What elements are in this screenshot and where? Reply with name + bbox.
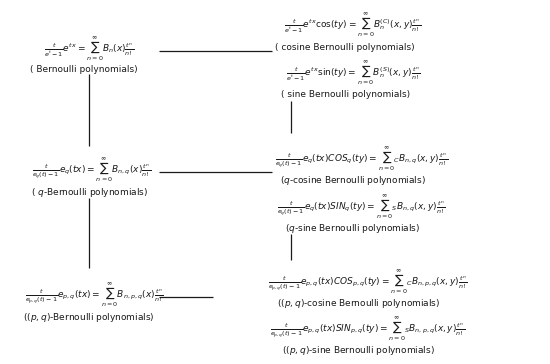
Text: ($(p,q)$-Bernoulli polynomials): ($(p,q)$-Bernoulli polynomials): [23, 311, 155, 324]
Text: ( $q$-Bernoulli polynomials): ( $q$-Bernoulli polynomials): [31, 186, 147, 199]
Text: $\frac{t}{e_{p,q}(t)-1}e_{p,q}(tx)COS_{p,q}(ty) = \sum_{n=0}^{\infty} {}_{C}B_{n: $\frac{t}{e_{p,q}(t)-1}e_{p,q}(tx)COS_{p…: [268, 268, 468, 296]
Text: $\frac{t}{e_{p,q}(t)-1}e_{p,q}(tx)SIN_{p,q}(ty) = \sum_{n=0}^{\infty} {}_{S}B_{n: $\frac{t}{e_{p,q}(t)-1}e_{p,q}(tx)SIN_{p…: [270, 314, 465, 343]
Text: $\frac{t}{e^{t}-1}e^{tx} = \sum_{n=0}^{\infty} B_{n}(x)\frac{t^{n}}{n!}$: $\frac{t}{e^{t}-1}e^{tx} = \sum_{n=0}^{\…: [44, 34, 134, 63]
Text: ( cosine Bernoulli polynomials): ( cosine Bernoulli polynomials): [275, 43, 415, 52]
Text: $\frac{t}{e_{q}(t)-1}e_{q}(tx) = \sum_{n=0}^{\infty} B_{n,q}(x)\frac{t^{n}}{n!}$: $\frac{t}{e_{q}(t)-1}e_{q}(tx) = \sum_{n…: [32, 155, 151, 184]
Text: $\frac{t}{e_{q}(t)-1}e_{q}(tx)COS_{q}(ty) = \sum_{n=0}^{\infty} {}_{C}B_{n,q}(x,: $\frac{t}{e_{q}(t)-1}e_{q}(tx)COS_{q}(ty…: [274, 145, 448, 173]
Text: $((p,q)$-sine Bernoulli polynomials): $((p,q)$-sine Bernoulli polynomials): [282, 344, 435, 357]
Text: $\frac{t}{e_{q}(t)-1}e_{q}(tx)SIN_{q}(ty) = \sum_{n=0}^{\infty} {}_{S}B_{n,q}(x,: $\frac{t}{e_{q}(t)-1}e_{q}(tx)SIN_{q}(ty…: [277, 192, 446, 221]
Text: ($q$-cosine Bernoulli polynomials): ($q$-cosine Bernoulli polynomials): [280, 174, 426, 187]
Text: ( sine Bernoulli polynomials): ( sine Bernoulli polynomials): [280, 90, 410, 99]
Text: ($q$-sine Bernoulli polynomials): ($q$-sine Bernoulli polynomials): [285, 222, 421, 235]
Text: $((p,q)$-cosine Bernoulli polynomials): $((p,q)$-cosine Bernoulli polynomials): [277, 297, 440, 310]
Text: $\frac{t}{e_{p,q}(t)-1}e_{p,q}(tx) = \sum_{n=0}^{\infty} B_{n,p,q}(x)\frac{t^{n}: $\frac{t}{e_{p,q}(t)-1}e_{p,q}(tx) = \su…: [25, 280, 164, 309]
Text: ( Bernoulli polynomials): ( Bernoulli polynomials): [30, 65, 138, 74]
Text: $\frac{t}{e^{t}-1}e^{tx}\cos(ty) = \sum_{n=0}^{\infty} B_{n}^{(C)}(x,y)\frac{t^{: $\frac{t}{e^{t}-1}e^{tx}\cos(ty) = \sum_…: [284, 11, 422, 39]
Text: $\frac{t}{e^{t}-1}e^{tx}\sin(ty) = \sum_{n=0}^{\infty} B_{n}^{(S)}(x,y)\frac{t^{: $\frac{t}{e^{t}-1}e^{tx}\sin(ty) = \sum_…: [285, 58, 421, 87]
